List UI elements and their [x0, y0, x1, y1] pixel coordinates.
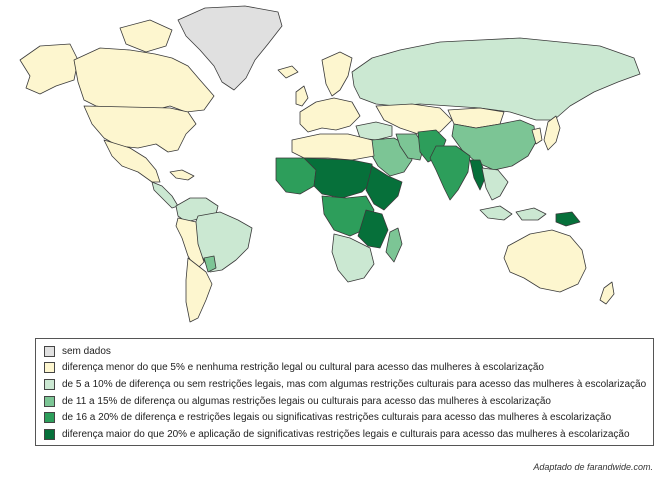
legend-item-gt20: diferença maior do que 20% e aplicação d…	[44, 426, 653, 443]
legend-swatch	[44, 345, 55, 357]
region-central-asia	[375, 103, 453, 135]
world-map	[19, 5, 641, 323]
region-southern-cone	[185, 257, 213, 323]
region-horn-of-africa	[365, 165, 403, 211]
region-southern-africa	[331, 233, 375, 283]
legend-swatch	[44, 378, 55, 390]
legend-swatch	[44, 412, 55, 424]
region-north-africa	[291, 133, 375, 161]
region-new-zealand	[599, 281, 615, 305]
legend-item-11to15: de 11 a 15% de diferença ou algumas rest…	[44, 393, 653, 410]
region-southeast-asia	[481, 167, 509, 201]
region-scandinavia	[321, 51, 353, 97]
region-arctic-islands	[119, 19, 173, 53]
legend-label: de 11 a 15% de diferença ou algumas rest…	[62, 395, 551, 407]
region-indonesia-west	[479, 205, 513, 221]
legend-item-lt5: diferença menor do que 5% e nenhuma rest…	[44, 360, 653, 377]
region-caribbean	[169, 169, 195, 181]
region-iceland	[277, 65, 299, 79]
region-sahel	[303, 157, 375, 199]
region-canada	[73, 47, 215, 113]
region-iran	[395, 133, 425, 161]
region-western-europe	[299, 97, 361, 133]
legend-label: diferença menor do que 5% e nenhuma rest…	[62, 362, 544, 374]
region-mexico	[103, 139, 161, 183]
source-credit: Adaptado de farandwide.com.	[533, 462, 653, 472]
region-greenland	[177, 5, 283, 91]
region-east-africa	[357, 209, 389, 249]
region-central-america	[151, 181, 179, 209]
region-korea	[531, 127, 543, 145]
legend-item-5to10: de 5 a 10% de diferença ou sem restriçõe…	[44, 376, 653, 393]
region-australia	[503, 229, 587, 293]
region-alaska	[19, 43, 79, 95]
legend-label: sem dados	[62, 345, 111, 357]
region-india	[429, 145, 471, 201]
region-uk	[295, 85, 309, 107]
region-paraguay	[203, 255, 217, 273]
legend-item-16to20: de 16 a 20% de diferença e restrições le…	[44, 409, 653, 426]
map-legend: sem dados diferença menor do que 5% e ne…	[35, 338, 654, 446]
region-usa	[83, 105, 197, 153]
region-indonesia-east	[515, 207, 547, 221]
legend-swatch	[44, 428, 55, 440]
legend-label: diferença maior do que 20% e aplicação d…	[62, 428, 630, 440]
region-papua-new-guinea	[555, 211, 581, 227]
region-madagascar	[385, 227, 403, 263]
region-japan	[543, 115, 561, 151]
legend-item-no-data: sem dados	[44, 343, 653, 360]
legend-label: de 5 a 10% de diferença ou sem restriçõe…	[62, 378, 647, 390]
region-myanmar	[469, 159, 487, 191]
legend-swatch	[44, 395, 55, 407]
legend-label: de 16 a 20% de diferença e restrições le…	[62, 412, 612, 424]
legend-swatch	[44, 362, 55, 374]
